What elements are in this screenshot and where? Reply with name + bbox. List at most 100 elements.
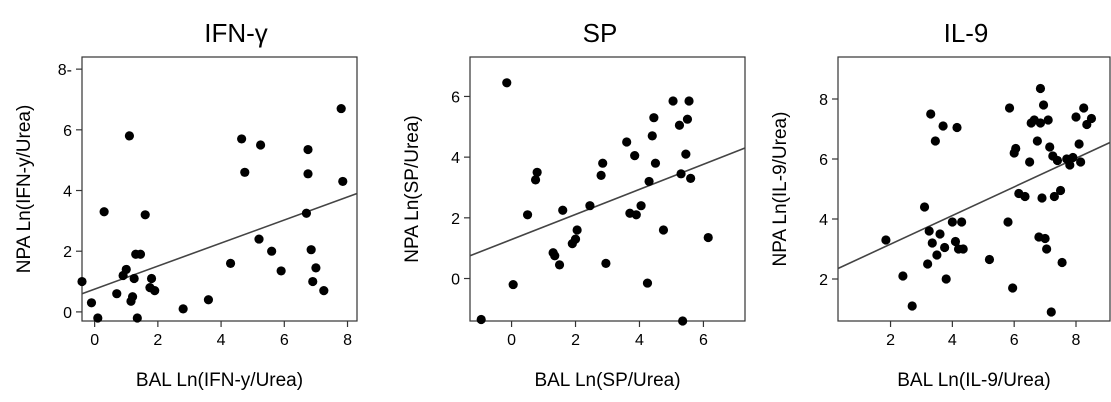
plot-frame-ifn [81,56,358,322]
y-tick-label-sp: 2 [451,211,460,228]
data-point-ifn [254,234,264,244]
y-tick-label-ifn: 0 [63,305,72,322]
x-tick-label-ifn: 4 [217,332,226,349]
data-point-il9 [1071,112,1081,122]
x-tick-label-sp: 4 [635,332,644,349]
data-point-ifn [338,176,348,187]
data-point-ifn [127,292,138,302]
y-axis-label-il9: NPA Ln(IL-9/Urea) [770,112,791,267]
data-point-sp [572,225,582,235]
data-point-ifn [150,286,160,296]
data-point-il9 [1052,155,1063,166]
y-axis-label-ifn: NPA Ln(IFN-y/Urea) [14,105,35,274]
data-point-sp [636,201,646,211]
data-point-ifn [203,295,214,305]
data-point-ifn [303,169,313,179]
data-point-il9 [930,136,940,146]
data-point-il9 [941,274,951,284]
plot-frame-il9 [837,56,1111,322]
x-tick-label-ifn: 2 [153,332,162,349]
y-tick-label-il9: 2 [819,272,828,289]
data-point-sp [558,205,568,215]
regression-line-sp [469,147,746,257]
data-point-il9 [926,109,936,119]
data-point-il9 [924,226,934,236]
data-point-sp [585,201,595,211]
data-point-il9 [1035,118,1046,128]
y-axis-label-sp: NPA Ln(SP/Urea) [402,115,423,262]
data-point-ifn [303,144,313,155]
data-point-sp [684,96,694,106]
data-point-sp [622,137,632,147]
data-point-il9 [881,235,891,245]
data-point-sp [530,175,541,185]
x-tick-label-il9: 6 [1010,332,1019,349]
data-point-il9 [1040,233,1050,244]
chart-title-ifn: IFN-γ [204,18,268,48]
chart-title-sp: SP [583,18,618,48]
x-tick-label-il9: 4 [948,332,957,349]
data-point-sp [668,96,678,106]
data-point-il9 [952,122,962,133]
data-point-ifn [308,276,318,287]
data-point-ifn [225,258,236,268]
y-tick-label-sp: 6 [451,89,460,106]
data-point-il9 [1079,103,1089,113]
data-point-sp [682,114,693,124]
data-point-ifn [267,246,277,256]
data-point-sp [650,158,661,168]
data-point-sp [550,251,560,261]
data-point-il9 [932,250,942,260]
data-point-il9 [958,244,968,254]
data-point-ifn [112,289,122,299]
data-point-sp [554,260,565,270]
data-point-il9 [1008,283,1018,293]
data-point-ifn [121,264,131,275]
x-tick-label-ifn: 0 [90,332,99,349]
y-tick-label-ifn: 6 [63,123,72,140]
x-tick-label-ifn: 6 [280,332,289,349]
panel-ifn: IFN-γ 0 2 4 6 8 0 2 4 6 8- BAL Ln(IFN-y/Urea) NPA Ln… [14,18,358,391]
data-point-il9 [1068,152,1078,163]
y-tick-label-ifn: 8- [58,62,72,79]
y-tick-label-sp: 0 [451,272,460,289]
data-point-sp [642,278,653,288]
data-point-ifn [311,263,321,273]
x-axis-label-ifn: BAL Ln(IFN-y/Urea) [136,370,303,391]
data-point-il9 [923,259,933,269]
data-point-il9 [927,238,937,248]
data-point-sp [596,170,606,180]
data-point-ifn [129,273,139,284]
x-tick-label-il9: 8 [1072,332,1081,349]
x-tick-label-sp: 0 [507,332,516,349]
data-point-sp [601,258,611,268]
data-point-ifn [132,313,142,323]
plot-frame-sp [469,56,746,322]
x-tick-label-sp: 2 [571,332,580,349]
data-point-il9 [919,202,930,212]
y-tick-label-sp: 4 [451,150,460,167]
data-point-ifn [178,304,188,314]
regression-line-ifn [81,192,358,295]
data-point-il9 [1043,115,1053,125]
data-point-ifn [99,207,109,217]
data-point-il9 [1065,160,1075,170]
data-point-il9 [1074,139,1084,149]
data-point-sp [631,210,641,220]
data-point-il9 [1049,191,1059,202]
y-tick-label-il9: 4 [819,212,828,229]
data-point-sp [644,176,654,187]
data-point-sp [686,173,696,183]
data-point-sp [522,210,533,220]
data-point-il9 [1003,217,1013,227]
data-point-il9 [1057,257,1067,268]
x-axis-label-il9: BAL Ln(IL-9/Urea) [897,370,1050,391]
data-point-sp [649,113,659,123]
data-point-ifn [140,210,150,220]
data-point-il9 [1025,157,1035,167]
y-tick-label-il9: 6 [819,152,828,169]
data-point-sp [570,234,581,244]
data-point-ifn [255,140,266,150]
data-point-il9 [907,301,917,311]
